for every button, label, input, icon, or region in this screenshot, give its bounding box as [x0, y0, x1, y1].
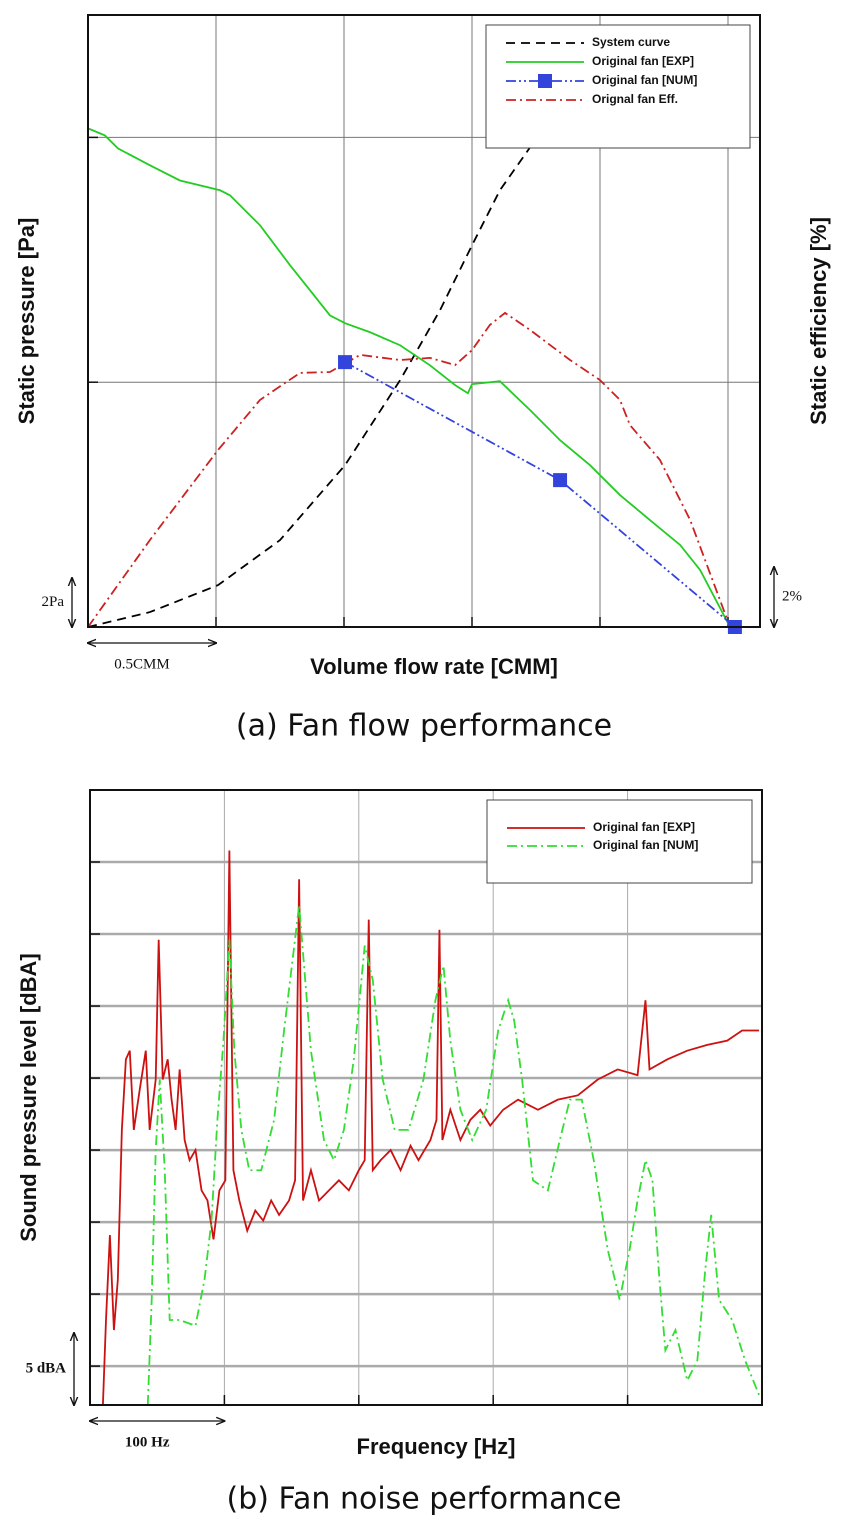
scale-label: 100 Hz [125, 1434, 170, 1450]
plot-frame [87, 14, 761, 628]
scale-label: 2% [782, 588, 802, 604]
legend-marker [538, 74, 552, 88]
series-group [88, 127, 736, 627]
series-line [344, 361, 736, 627]
series-line [102, 850, 760, 1405]
legend-label: System curve [592, 35, 670, 49]
scale-label: 0.5CMM [114, 656, 169, 672]
data-point [338, 355, 353, 370]
series-line [88, 139, 536, 627]
x-axis-label: Volume flow rate [CMM] [310, 654, 558, 679]
scale-label: 5 dBA [26, 1360, 67, 1376]
legend-box [486, 799, 753, 884]
scale-label: 2Pa [42, 594, 65, 610]
y-axis-label: Sound pressure level [dBA] [16, 953, 41, 1242]
legend-label: Orignal fan Eff. [592, 92, 678, 106]
series-line [88, 311, 731, 627]
legend-label: Original fan [NUM] [593, 838, 698, 852]
chart-caption: (a) Fan flow performance [236, 709, 612, 744]
y-axis-label: Static pressure [Pa] [14, 218, 39, 425]
series-line [146, 905, 760, 1405]
legend-label: Original fan [EXP] [593, 820, 695, 834]
legend-label: Original fan [EXP] [592, 54, 694, 68]
legend-box [485, 24, 751, 149]
x-axis-label: Frequency [Hz] [357, 1434, 516, 1459]
y2-axis-label: Static efficiency [%] [806, 217, 831, 425]
chart-caption: (b) Fan noise performance [227, 1482, 622, 1517]
data-point [553, 473, 568, 488]
plot-frame [89, 789, 763, 1406]
legend-label: Original fan [NUM] [592, 73, 697, 87]
plot-area [90, 790, 762, 1405]
series-line [88, 127, 731, 627]
series-group [102, 850, 760, 1405]
